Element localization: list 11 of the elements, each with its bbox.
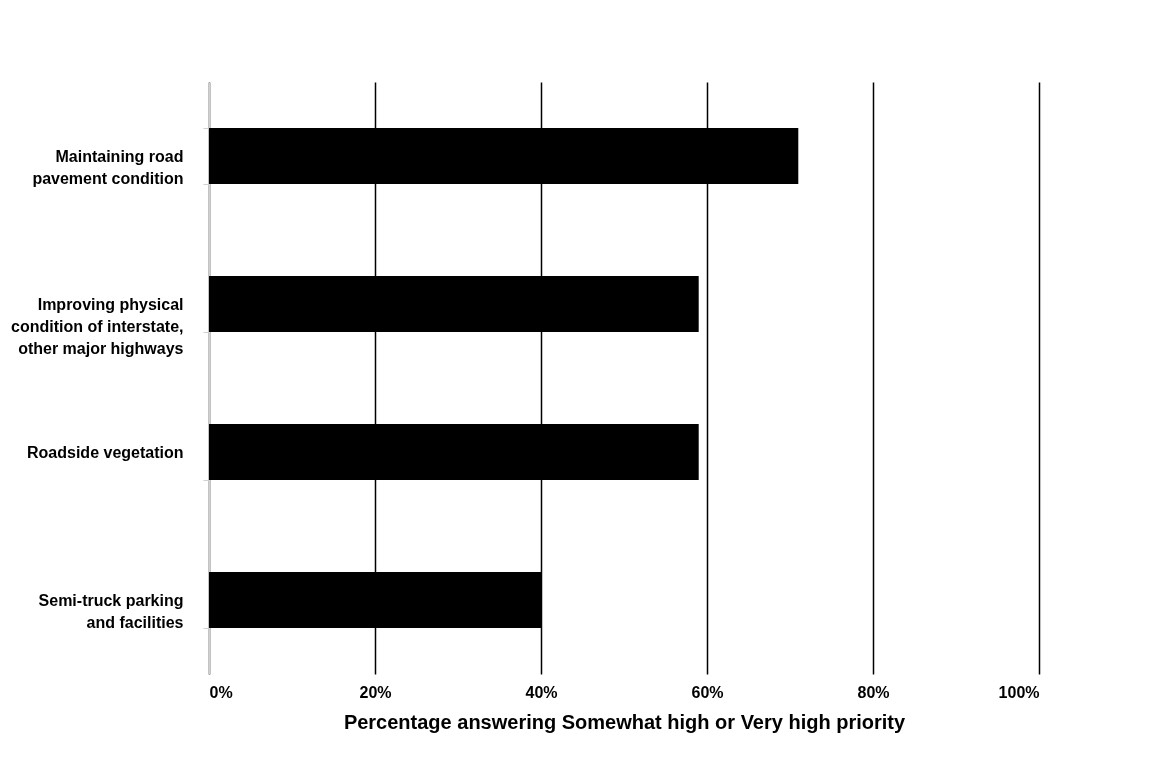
x-tick-label: 100% bbox=[998, 683, 1040, 701]
x-tick-label: 60% bbox=[691, 683, 724, 701]
y-tick-label: Maintaining road pavement condition bbox=[32, 147, 184, 187]
x-tick-label: 0% bbox=[209, 683, 233, 701]
x-axis-title: Percentage answering Somewhat high or Very high priority bbox=[343, 710, 906, 733]
x-tick-label: 20% bbox=[359, 683, 392, 701]
y-tick-label: Roadside vegetation bbox=[27, 443, 184, 461]
x-tick-label: 40% bbox=[525, 683, 558, 701]
y-tick-label: Improving physical condition of interstate, other major highways bbox=[11, 295, 184, 357]
x-tick-label: 80% bbox=[857, 683, 890, 701]
y-tick-label: Semi-truck parking and facilities bbox=[38, 591, 184, 631]
